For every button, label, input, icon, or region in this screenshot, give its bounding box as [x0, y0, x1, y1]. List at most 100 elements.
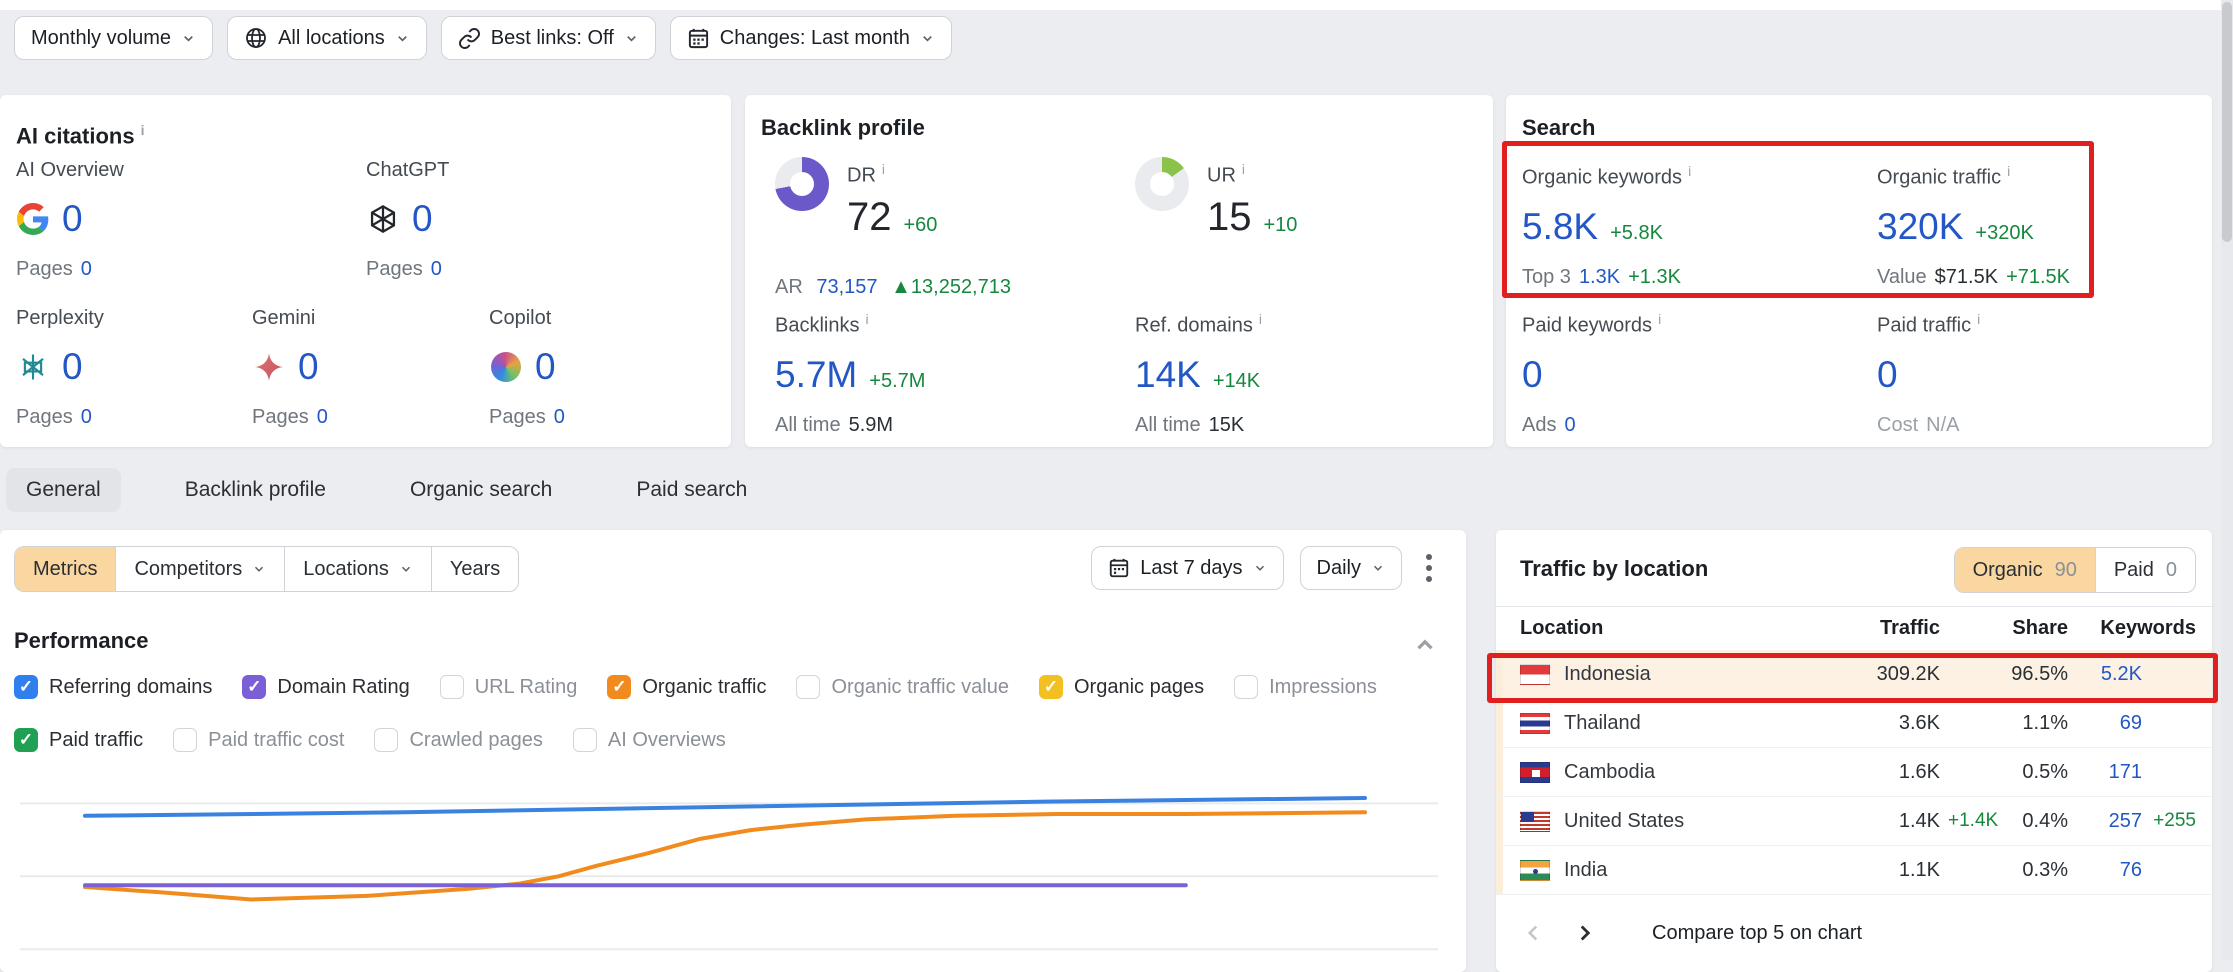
checkbox-box: [173, 728, 197, 752]
checkbox-organic-traffic[interactable]: Organic traffic: [607, 675, 766, 699]
paid-traffic-value[interactable]: 0: [1877, 354, 1898, 396]
keywords-link[interactable]: 69: [2068, 712, 2142, 735]
cost-value: N/A: [1926, 414, 1959, 436]
calendar-icon: [687, 27, 710, 50]
backlinks-diff: +5.7M: [869, 370, 925, 398]
share-value: 0.4%: [1996, 810, 2068, 833]
keywords-link[interactable]: 76: [2068, 859, 2142, 882]
keywords-link[interactable]: 5.2K: [2068, 663, 2142, 686]
location-row-cambodia[interactable]: Cambodia 1.6K 0.5% 171: [1496, 748, 2212, 797]
info-icon[interactable]: [1259, 307, 1262, 330]
checkbox-referring-domains[interactable]: Referring domains: [14, 675, 212, 699]
changes-filter[interactable]: Changes: Last month: [670, 16, 952, 60]
info-icon[interactable]: [1658, 307, 1661, 330]
paid-count: 0: [2166, 559, 2177, 582]
keywords-link[interactable]: 257: [2068, 810, 2142, 833]
pages-count-link[interactable]: 0: [81, 258, 92, 280]
pages-count-link[interactable]: 0: [554, 406, 565, 428]
checkbox-crawled-pages[interactable]: Crawled pages: [374, 728, 542, 752]
pages-count-link[interactable]: 0: [431, 258, 442, 280]
performance-chart[interactable]: [20, 782, 1438, 960]
keywords-link[interactable]: 171: [2068, 761, 2142, 784]
changes-filter-label: Changes: Last month: [720, 27, 910, 50]
checkbox-paid-traffic[interactable]: Paid traffic: [14, 728, 143, 752]
pages-count-link[interactable]: 0: [317, 406, 328, 428]
checkbox-domain-rating[interactable]: Domain Rating: [242, 675, 409, 699]
chatgpt-count[interactable]: 0: [412, 198, 433, 240]
collapse-section-button[interactable]: [1412, 632, 1438, 663]
ads-count-link[interactable]: 0: [1564, 414, 1575, 436]
ref-domains-value[interactable]: 14K: [1135, 354, 1201, 396]
previous-page-button[interactable]: [1520, 920, 1546, 946]
ai-overview-count[interactable]: 0: [62, 198, 83, 240]
locations-filter[interactable]: All locations: [227, 16, 427, 60]
paid-keywords-value[interactable]: 0: [1522, 354, 1543, 396]
globe-icon: [244, 26, 268, 50]
info-icon[interactable]: [141, 115, 145, 141]
perplexity-count[interactable]: 0: [62, 346, 83, 388]
backlinks-label: Backlinks: [775, 307, 925, 338]
chatgpt-icon: [366, 202, 400, 236]
location-name: India: [1564, 859, 1607, 882]
backlinks-value[interactable]: 5.7M: [775, 354, 857, 396]
table-header: Location Traffic Share Keywords: [1496, 606, 2212, 650]
compare-top5-action[interactable]: Compare top 5 on chart: [1652, 922, 1862, 945]
location-row-thailand[interactable]: Thailand 3.6K 1.1% 69: [1496, 699, 2212, 748]
checkbox-ai-overviews[interactable]: AI Overviews: [573, 728, 726, 752]
checkbox-organic-pages[interactable]: Organic pages: [1039, 675, 1204, 699]
keywords-diff: +255: [2142, 810, 2196, 832]
more-options-button[interactable]: [1418, 546, 1440, 590]
location-row-india[interactable]: India 1.1K 0.3% 76: [1496, 846, 2212, 895]
toggle-organic[interactable]: Organic90: [1955, 548, 2095, 592]
view-metrics-button[interactable]: Metrics: [15, 547, 115, 591]
checkbox-box: [374, 728, 398, 752]
monthly-volume-filter[interactable]: Monthly volume: [14, 16, 213, 60]
share-value: 0.3%: [1996, 859, 2068, 882]
info-icon[interactable]: [1977, 307, 1980, 330]
view-locations-button[interactable]: Locations: [284, 547, 431, 591]
checkbox-url-rating[interactable]: URL Rating: [440, 675, 578, 699]
info-icon[interactable]: [1242, 157, 1245, 180]
pages-count-link[interactable]: 0: [81, 406, 92, 428]
tab-general[interactable]: General: [6, 468, 121, 512]
location-row-united-states[interactable]: United States 1.4K +1.4K 0.4% 257 +255: [1496, 797, 2212, 846]
backlink-profile-title: Backlink profile: [761, 115, 925, 141]
view-competitors-button[interactable]: Competitors: [115, 547, 284, 591]
info-icon[interactable]: [882, 157, 885, 180]
share-value: 0.5%: [1996, 761, 2068, 784]
info-icon[interactable]: [2007, 159, 2010, 182]
scrollbar-track[interactable]: [2221, 0, 2233, 960]
copilot-count[interactable]: 0: [535, 346, 556, 388]
gemini-count[interactable]: 0: [298, 346, 319, 388]
paid-traffic-label: Paid traffic: [1877, 307, 1980, 338]
granularity-button[interactable]: Daily: [1300, 546, 1402, 590]
view-years-button[interactable]: Years: [431, 547, 518, 591]
checkbox-organic-traffic-value[interactable]: Organic traffic value: [796, 675, 1009, 699]
metric-label: Perplexity: [16, 307, 104, 330]
organic-keywords-value[interactable]: 5.8K: [1522, 206, 1598, 248]
checkbox-paid-traffic-cost[interactable]: Paid traffic cost: [173, 728, 344, 752]
date-range-button[interactable]: Last 7 days: [1091, 546, 1283, 590]
checkbox-box: [573, 728, 597, 752]
info-icon[interactable]: [1688, 159, 1691, 182]
next-page-button[interactable]: [1572, 920, 1598, 946]
cost-label: Cost: [1877, 414, 1918, 436]
tab-organic-search[interactable]: Organic search: [390, 468, 572, 512]
location-name: Cambodia: [1564, 761, 1655, 784]
search-card: Search Organic keywords 5.8K+5.8K Top 31…: [1506, 95, 2212, 447]
location-row-indonesia[interactable]: Indonesia 309.2K 96.5% 5.2K: [1496, 650, 2212, 699]
ads-label: Ads: [1522, 414, 1556, 436]
best-links-filter[interactable]: Best links: Off: [441, 16, 656, 60]
tab-paid-search[interactable]: Paid search: [616, 468, 767, 512]
scrollbar-thumb[interactable]: [2222, 2, 2232, 242]
chevron-down-icon: [395, 31, 410, 46]
ar-value-link[interactable]: 73,157: [816, 276, 877, 298]
top-strip: [0, 0, 2233, 10]
tab-backlink-profile[interactable]: Backlink profile: [165, 468, 346, 512]
pages-label: Pages: [16, 406, 73, 428]
top3-value-link[interactable]: 1.3K: [1579, 266, 1620, 288]
checkbox-impressions[interactable]: Impressions: [1234, 675, 1377, 699]
toggle-paid[interactable]: Paid0: [2095, 548, 2195, 592]
info-icon[interactable]: [865, 307, 868, 330]
organic-traffic-value[interactable]: 320K: [1877, 206, 1963, 248]
